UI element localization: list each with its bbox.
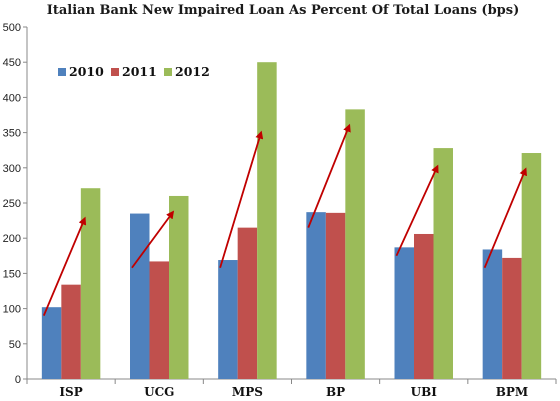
- y-tick-label: 300: [3, 163, 21, 175]
- legend-label: 2010: [69, 64, 104, 79]
- legend-swatch-2010: [58, 68, 66, 76]
- trend-arrows: [42, 123, 527, 316]
- y-tick-label: 400: [3, 92, 21, 104]
- legend-label: 2011: [122, 64, 157, 79]
- x-tick-label: BP: [326, 385, 345, 399]
- legend-swatch-2011: [111, 68, 119, 76]
- trend-arrow-UCG: [131, 210, 175, 269]
- x-tick-label: BPM: [496, 385, 528, 399]
- bar-2010-ISP: [41, 307, 62, 379]
- bar-2011-UCG: [149, 261, 169, 379]
- y-axis: 0 50 100 150 200 250 300 350 400 450 500: [3, 22, 28, 386]
- bar-2011-BP: [325, 212, 346, 379]
- bar-2010-BPM: [482, 249, 503, 379]
- trend-arrow-BP: [307, 123, 351, 228]
- bar-2012-MPS: [257, 62, 277, 379]
- bar-2010-UCG: [130, 213, 150, 379]
- trend-arrow-MPS: [219, 130, 264, 269]
- bar-2012-UBI: [433, 148, 453, 379]
- bar-2012-ISP: [80, 188, 101, 379]
- legend: 2010 2011 2012: [58, 64, 210, 79]
- bar-2011-MPS: [237, 227, 258, 379]
- bar-series-group: [41, 62, 542, 380]
- x-tick-label: UBI: [411, 385, 438, 399]
- y-tick-label: 500: [3, 22, 21, 34]
- bar-2010-MPS: [218, 260, 238, 379]
- x-tick-label: UCG: [144, 385, 174, 399]
- trend-arrow-UBI: [395, 164, 439, 257]
- bar-2010-UBI: [394, 247, 414, 379]
- bar-2012-UCG: [169, 195, 189, 379]
- chart-title: Italian Bank New Impaired Loan As Percen…: [47, 3, 519, 18]
- trend-arrow-BPM: [483, 167, 527, 269]
- y-tick-label: 250: [3, 198, 21, 210]
- bar-2012-BPM: [521, 153, 542, 379]
- legend-label: 2012: [175, 64, 210, 79]
- y-tick-label: 200: [3, 233, 21, 245]
- bar-2010-BP: [306, 212, 326, 379]
- y-tick-label: 100: [3, 304, 21, 316]
- bar-2011-BPM: [502, 257, 522, 379]
- bar-2012-BP: [345, 109, 365, 380]
- legend-swatch-2012: [164, 68, 172, 76]
- y-tick-label: 0: [15, 374, 21, 386]
- bar-2011-UBI: [414, 233, 434, 379]
- x-axis: ISP UCG MPS BP UBI BPM: [26, 378, 557, 399]
- y-tick-label: 450: [3, 57, 21, 69]
- trend-arrow-ISP: [42, 216, 87, 316]
- y-tick-label: 150: [3, 268, 21, 280]
- x-tick-label: ISP: [59, 385, 82, 399]
- bar-2011-ISP: [61, 284, 81, 379]
- x-tick-label: MPS: [232, 385, 263, 399]
- y-tick-label: 50: [9, 339, 21, 351]
- y-tick-label: 350: [3, 128, 21, 140]
